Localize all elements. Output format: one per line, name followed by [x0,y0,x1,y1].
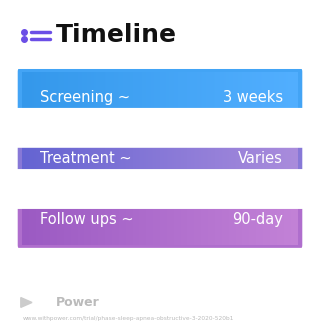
Text: 90-day: 90-day [232,212,283,227]
Polygon shape [21,298,32,307]
Text: 3 weeks: 3 weeks [223,90,283,105]
Text: Power: Power [56,296,100,309]
FancyBboxPatch shape [17,127,303,190]
Text: Follow ups ~: Follow ups ~ [40,212,134,227]
Text: Treatment ~: Treatment ~ [40,151,132,166]
FancyBboxPatch shape [17,66,303,129]
Text: Screening ~: Screening ~ [40,90,130,105]
Text: Timeline: Timeline [56,23,177,47]
Text: Varies: Varies [238,151,283,166]
Text: www.withpower.com/trial/phase-sleep-apnea-obstructive-3-2020-520b1: www.withpower.com/trial/phase-sleep-apne… [22,316,234,321]
FancyBboxPatch shape [17,188,303,251]
